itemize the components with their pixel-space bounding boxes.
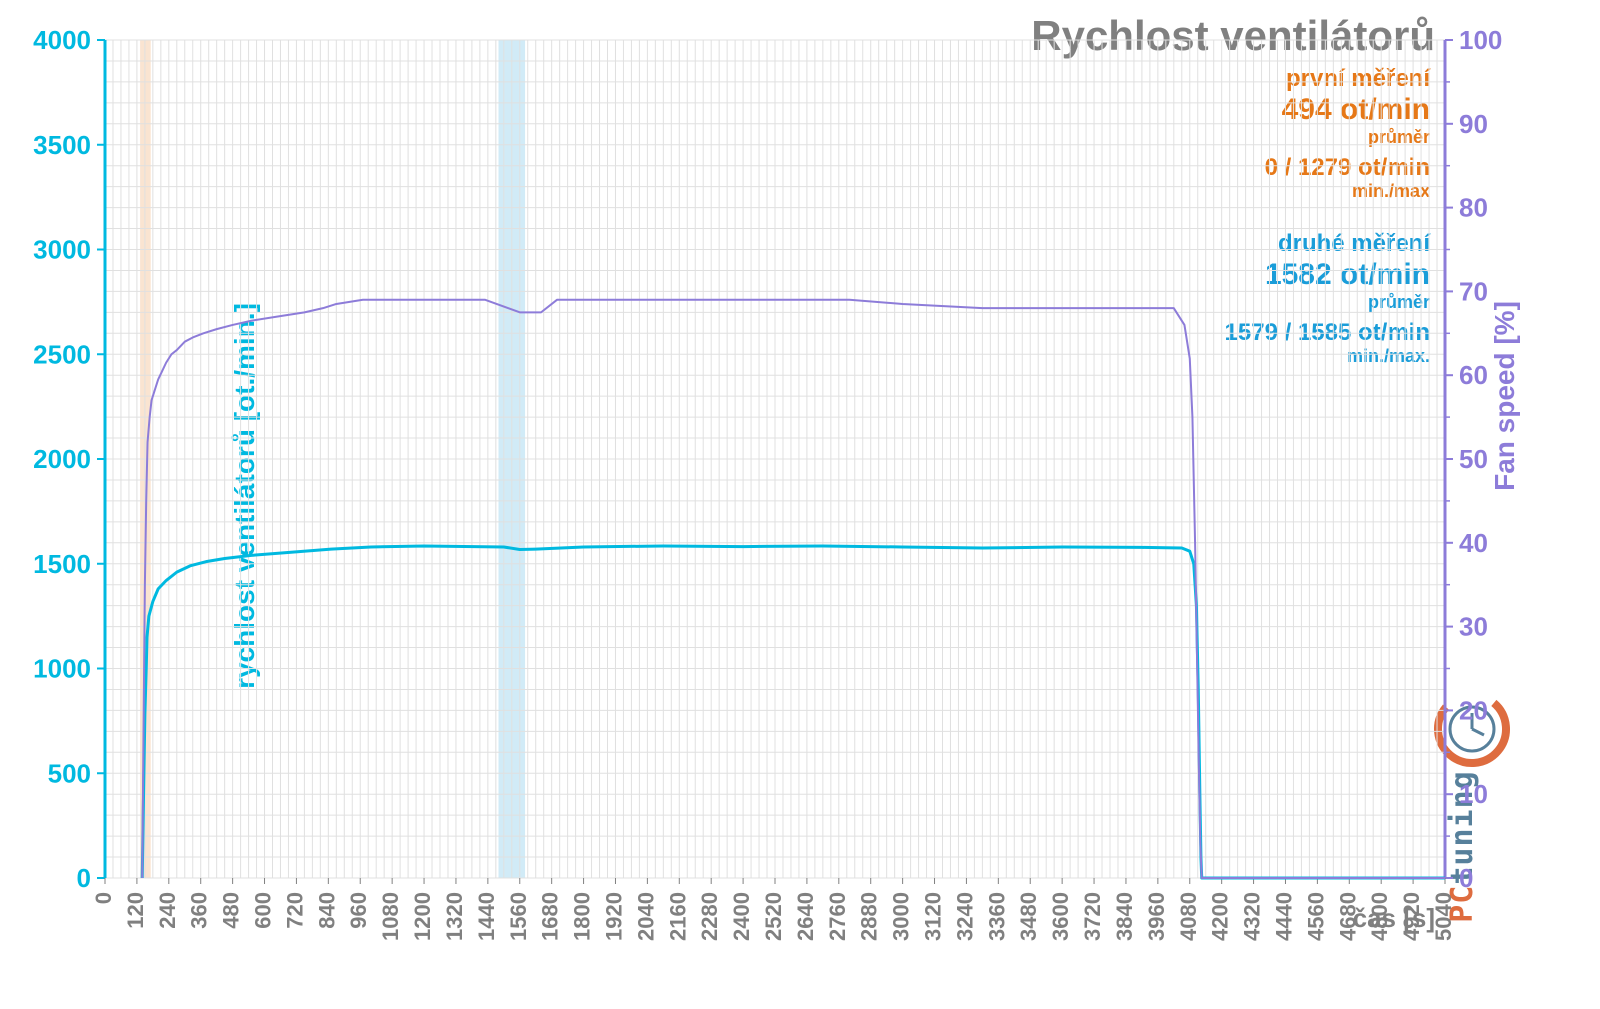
- y-left-tick-label: 500: [48, 758, 91, 788]
- x-tick-label: 3360: [984, 892, 1009, 941]
- y-right-tick-label: 60: [1459, 360, 1488, 390]
- y-right-tick-label: 0: [1459, 863, 1473, 893]
- y-left-tick-label: 4000: [33, 25, 91, 55]
- x-tick-label: 2880: [857, 892, 882, 941]
- x-tick-label: 1800: [570, 892, 595, 941]
- y-right-tick-label: 30: [1459, 612, 1488, 642]
- x-tick-label: 3840: [1112, 892, 1137, 941]
- y-left-tick-label: 3000: [33, 235, 91, 265]
- x-tick-label: 840: [314, 892, 339, 929]
- x-tick-label: 1440: [474, 892, 499, 941]
- x-tick-label: 4200: [1208, 892, 1233, 941]
- y-left-tick-label: 2500: [33, 339, 91, 369]
- x-tick-label: 240: [155, 892, 180, 929]
- x-tick-label: 4680: [1335, 892, 1360, 941]
- x-tick-label: 2760: [825, 892, 850, 941]
- x-tick-label: 4080: [1176, 892, 1201, 941]
- y-right-tick-label: 40: [1459, 528, 1488, 558]
- x-tick-label: 3120: [921, 892, 946, 941]
- y-left-tick-label: 3500: [33, 130, 91, 160]
- x-tick-label: 1680: [538, 892, 563, 941]
- y-right-tick-label: 70: [1459, 276, 1488, 306]
- x-tick-label: 3240: [952, 892, 977, 941]
- x-tick-label: 2640: [793, 892, 818, 941]
- x-tick-label: 2040: [633, 892, 658, 941]
- x-tick-label: 4320: [1240, 892, 1265, 941]
- y-right-axis-label: Fan speed [%]: [1489, 301, 1521, 491]
- x-tick-label: 3960: [1144, 892, 1169, 941]
- x-tick-label: 4440: [1271, 892, 1296, 941]
- x-tick-label: 1200: [410, 892, 435, 941]
- y-left-tick-label: 0: [77, 863, 91, 893]
- x-tick-label: 0: [91, 892, 116, 904]
- y-left-tick-label: 1000: [33, 654, 91, 684]
- grid: [105, 40, 1445, 878]
- x-tick-label: 360: [187, 892, 212, 929]
- y-right-tick-label: 50: [1459, 444, 1488, 474]
- series-fan_rpm: [142, 546, 1445, 878]
- x-tick-label: 960: [346, 892, 371, 929]
- plot-area: 0500100015002000250030003500400001020304…: [105, 40, 1445, 878]
- x-tick-label: 2160: [665, 892, 690, 941]
- y-right-tick-label: 80: [1459, 193, 1488, 223]
- x-tick-label: 600: [251, 892, 276, 929]
- y-right-tick-label: 20: [1459, 695, 1488, 725]
- x-tick-label: 3480: [1016, 892, 1041, 941]
- x-tick-label: 4800: [1367, 892, 1392, 941]
- y-left-tick-label: 1500: [33, 549, 91, 579]
- x-tick-label: 1320: [442, 892, 467, 941]
- y-right-tick-label: 100: [1459, 25, 1502, 55]
- x-tick-label: 2400: [729, 892, 754, 941]
- x-tick-label: 3720: [1080, 892, 1105, 941]
- series-fan_pct: [142, 300, 1445, 878]
- x-tick-label: 3600: [1048, 892, 1073, 941]
- x-tick-label: 3000: [889, 892, 914, 941]
- y-left-tick-label: 2000: [33, 444, 91, 474]
- x-tick-label: 2520: [761, 892, 786, 941]
- x-tick-label: 120: [123, 892, 148, 929]
- x-tick-label: 4920: [1399, 892, 1424, 941]
- x-tick-label: 5040: [1431, 892, 1456, 941]
- y-right-tick-label: 90: [1459, 109, 1488, 139]
- x-tick-label: 4560: [1303, 892, 1328, 941]
- x-tick-label: 1080: [378, 892, 403, 941]
- x-tick-label: 2280: [697, 892, 722, 941]
- x-tick-label: 1560: [506, 892, 531, 941]
- x-tick-label: 720: [282, 892, 307, 929]
- y-right-tick-label: 10: [1459, 779, 1488, 809]
- x-tick-label: 480: [219, 892, 244, 929]
- x-tick-label: 1920: [601, 892, 626, 941]
